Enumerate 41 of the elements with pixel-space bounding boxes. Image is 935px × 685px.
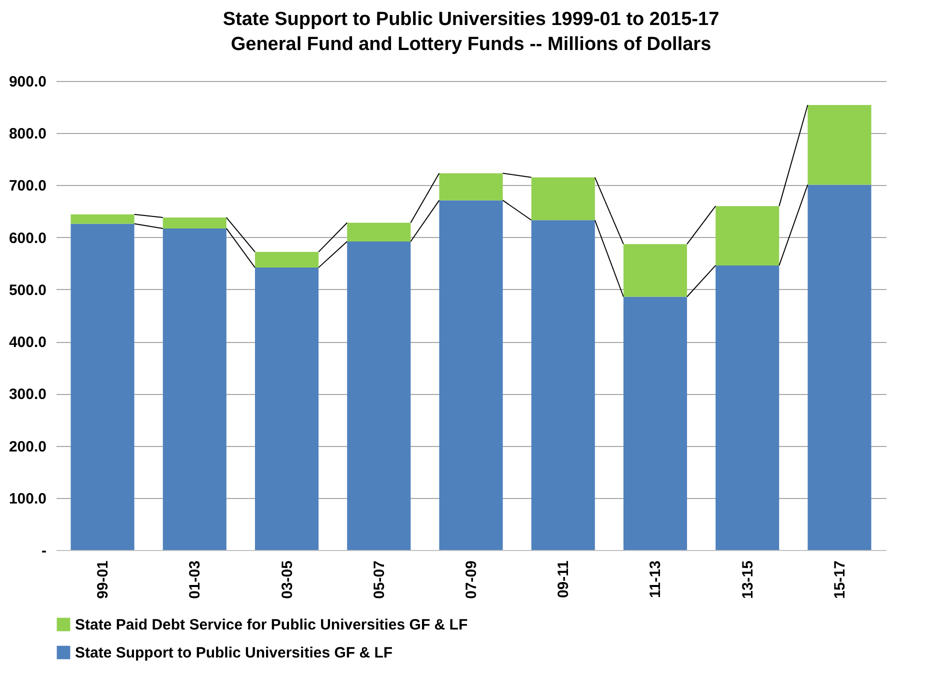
legend-label: State Paid Debt Service for Public Universities GF & LF [75, 616, 468, 634]
bar [70, 214, 134, 224]
y-tick-label: 300.0 [8, 386, 46, 404]
x-tick-label: 05-07 [370, 560, 388, 599]
x-tick-label: 03-05 [278, 560, 296, 599]
bar [254, 252, 319, 268]
bar [623, 296, 688, 550]
x-tick-label: 09-11 [555, 560, 572, 598]
bar [439, 173, 503, 200]
chart-title: State Support to Public Universities 1999-01 to 2015-17 [222, 9, 720, 30]
y-tick-label: - [42, 542, 46, 560]
bar [531, 177, 595, 220]
y-tick-label: 600.0 [8, 230, 46, 247]
bar [70, 224, 134, 550]
bar [162, 228, 226, 550]
y-tick-label: 200.0 [8, 438, 46, 456]
x-tick-label: 01-03 [186, 560, 204, 599]
y-tick-label: 700.0 [8, 178, 46, 195]
bar [623, 244, 688, 297]
x-tick-label: 99-01 [94, 560, 112, 599]
y-tick-label: 900.0 [8, 74, 46, 90]
x-tick-label: 15-17 [831, 560, 848, 599]
x-tick-label: 11-13 [647, 560, 664, 598]
y-tick-label: 800.0 [8, 126, 46, 143]
y-tick-label: 100.0 [8, 490, 46, 508]
x-tick-label: 13-15 [739, 560, 756, 599]
bar [716, 206, 780, 266]
bar [716, 265, 780, 550]
chart-subtitle: General Fund and Lottery Funds -- Millions of Dollars [230, 34, 712, 55]
legend-label: State Support to Public Universities GF & LF [75, 644, 393, 662]
bar [347, 222, 411, 242]
bar [808, 184, 872, 550]
bar [162, 218, 226, 228]
bar [531, 220, 595, 550]
bar [254, 268, 319, 550]
y-tick-label: 400.0 [8, 334, 46, 352]
bar [347, 242, 411, 550]
bar [439, 200, 503, 550]
y-tick-label: 500.0 [8, 282, 46, 299]
bar [808, 104, 872, 185]
x-tick-label: 07-09 [463, 560, 480, 599]
